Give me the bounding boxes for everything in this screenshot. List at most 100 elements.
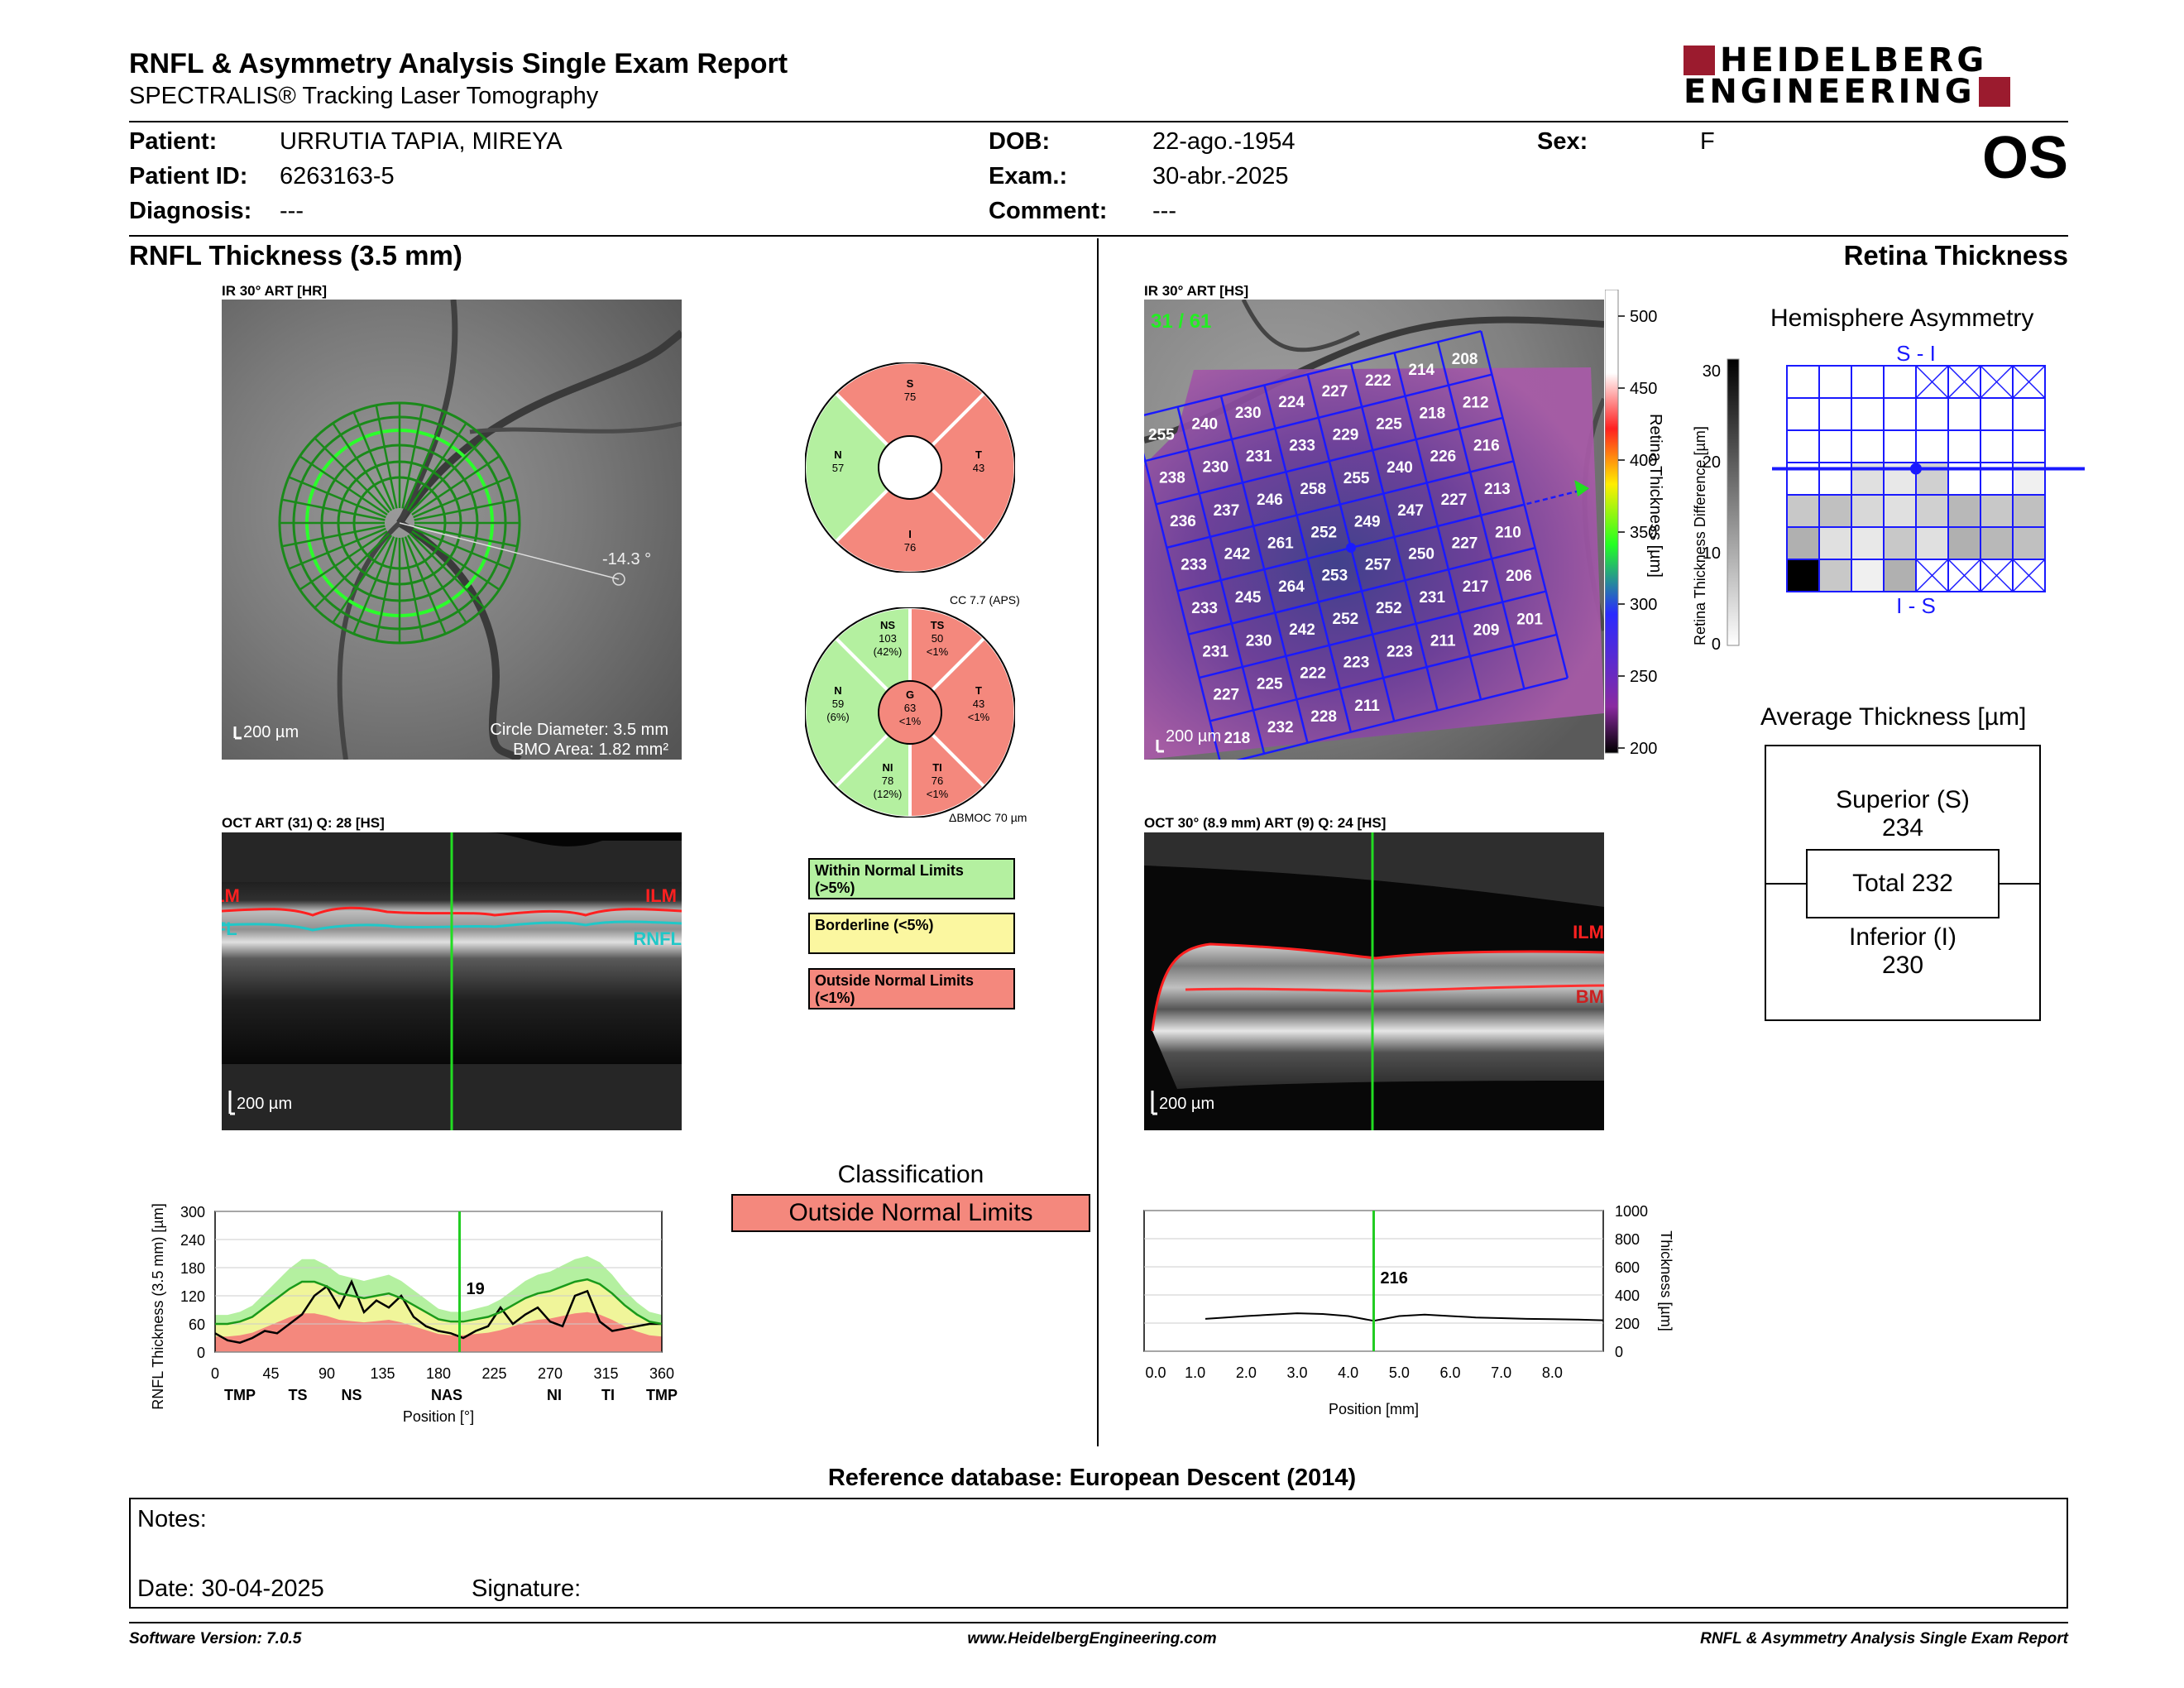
asymmetry-cell	[1947, 494, 1981, 528]
asymmetry-cell	[1818, 559, 1852, 592]
asymmetry-cell	[1786, 494, 1820, 528]
average-box: Superior (S) 234 Total 232 Inferior (I) …	[1765, 745, 2041, 1021]
asymmetry-cell	[1818, 365, 1852, 399]
grid-cell-value: 257	[1365, 557, 1391, 574]
rnfl-series-patient	[214, 1278, 662, 1344]
grid-cell-value: 214	[1408, 362, 1434, 379]
eye-indicator: OS	[1981, 125, 2068, 191]
bmo-area-label: BMO Area: 1.82 mm²	[513, 741, 668, 759]
asymmetry-cell	[1851, 494, 1885, 528]
asymmetry-cell	[1786, 365, 1820, 399]
retina-xtick: 3.0	[1286, 1364, 1307, 1381]
map-grid-line	[1235, 677, 1569, 760]
retina-xtick: 5.0	[1389, 1364, 1410, 1381]
oct-left-rnfl-label: RNFL	[633, 928, 682, 949]
asymmetry-cell	[1818, 429, 1852, 463]
ir-angle-label: -14.3 °	[602, 550, 651, 568]
ir-fundus-image-left[interactable]: -14.3 ° 200 µm Circle Diameter: 3.5 mm B…	[222, 300, 682, 760]
grid-cell-value: 261	[1267, 535, 1294, 552]
g-g-label: G	[906, 688, 914, 701]
asymmetry-cell-x	[2012, 559, 2046, 592]
grid-cell-value: 209	[1473, 621, 1500, 639]
dob-value: 22-ago.-1954	[1152, 128, 1296, 155]
grid-cell-value: 231	[1419, 589, 1445, 607]
grid-cell-value: 217	[1463, 578, 1489, 596]
asymmetry-cell	[1818, 526, 1852, 560]
date-label: Date: 30-04-2025	[137, 1575, 324, 1602]
oct-scan-right[interactable]: ILM BM 200 µm	[1144, 832, 1604, 1130]
sex-label: Sex:	[1537, 128, 1588, 155]
asymmetry-cell	[1980, 397, 2014, 431]
scan-arrow-icon	[1574, 480, 1590, 497]
rnfl-chart-svg: 0 60 120 180 240 300 0 45 90 135 180 225 270 315 360 TM…	[150, 1203, 678, 1425]
scan-counter: 31 / 61	[1151, 310, 1211, 333]
colorbar-tick: 450	[1630, 380, 1657, 398]
grid-cell-value: 252	[1333, 611, 1359, 628]
hemisphere-title: Hemisphere Asymmetry	[1770, 305, 2034, 332]
rnfl-sector-label: TMP	[646, 1387, 678, 1403]
website-link[interactable]: www.HeidelbergEngineering.com	[967, 1630, 1217, 1647]
asymmetry-cell	[1980, 494, 2014, 528]
map-grid-line	[1144, 329, 1482, 417]
sector-s-value: 75	[904, 391, 916, 403]
dob-label: DOB:	[989, 128, 1051, 155]
oct-scan-left[interactable]: ILM RNFL ILM RNFL 200 µm	[222, 832, 682, 1130]
rnfl-ytick: 180	[180, 1260, 205, 1277]
asymmetry-cell	[1980, 429, 2014, 463]
cc-label: CC 7.7 (APS)	[950, 593, 1020, 607]
grid-cell-value: 229	[1333, 426, 1359, 444]
rnfl-sector-label: NAS	[431, 1387, 462, 1403]
legend-outside: Outside Normal Limits (<1%)	[808, 968, 1015, 1009]
retina-ytick: 800	[1615, 1231, 1640, 1248]
grid-cell-value: 233	[1191, 600, 1218, 617]
logo-square-icon-2	[1978, 77, 2010, 107]
asymmetry-tick: 30	[1703, 362, 1721, 381]
sex-value: F	[1700, 128, 1715, 155]
diagnosis-value: ---	[280, 198, 304, 224]
ir-right-scale: 200 µm	[1166, 727, 1221, 746]
ir-left-label: IR 30° ART [HR]	[222, 283, 328, 299]
map-grid-line	[1393, 352, 1482, 700]
map-grid-line	[1188, 546, 1535, 635]
asymmetry-cell	[1883, 559, 1917, 592]
report-title: RNFL & Asymmetry Analysis Single Exam Re…	[129, 48, 788, 79]
oct-left-ilm-label: ILM	[645, 885, 677, 906]
asymmetry-cell	[2012, 397, 2046, 431]
asymmetry-cell	[1851, 526, 1885, 560]
map-grid-line	[1480, 330, 1569, 679]
grid-cell-value: 222	[1365, 372, 1391, 390]
ir-fundus-image-right[interactable]: 255 240 230 224 227 222 214 208 238 230 231 233 229 2…	[1144, 300, 1604, 760]
oct-left-svg: ILM RNFL ILM RNFL 200 µm	[222, 832, 682, 1130]
asymmetry-cell	[1786, 429, 1820, 463]
rnfl-ytick: 240	[180, 1232, 205, 1249]
asymmetry-cell	[1883, 365, 1917, 399]
retina-xtick: 8.0	[1542, 1364, 1563, 1381]
rnfl-section-title: RNFL Thickness (3.5 mm)	[129, 240, 462, 271]
asymmetry-cell	[1851, 559, 1885, 592]
software-version: Software Version: 7.0.5	[129, 1630, 302, 1647]
scan-direction-line	[1502, 487, 1590, 511]
rnfl-xlabel: Position [°]	[403, 1408, 474, 1425]
grid-cell-value: 210	[1495, 524, 1521, 541]
g-t-pct: <1%	[968, 711, 990, 723]
patient-id-label: Patient ID:	[129, 163, 248, 189]
asymmetry-cell	[1851, 397, 1885, 431]
grid-cell-value: 212	[1463, 394, 1489, 411]
rnfl-xtick: 90	[318, 1365, 335, 1382]
grid-cell-value: 247	[1397, 502, 1424, 520]
sector-i-label: I	[908, 528, 912, 540]
notes-box[interactable]: Notes: Date: 30-04-2025 Signature:	[129, 1498, 2068, 1609]
grid-cell-value: 230	[1235, 405, 1262, 422]
hemisphere-ylabel: Retina Thickness Difference [µm]	[1692, 426, 1708, 645]
asymmetry-cell-x	[2012, 365, 2046, 399]
average-superior-label: Superior (S)	[1836, 786, 1970, 813]
asymmetry-cell-x	[1980, 365, 2014, 399]
colorbar-tick: 200	[1630, 740, 1657, 758]
grid-cell-value: 218	[1224, 730, 1250, 747]
hemisphere-top-label: S - I	[1896, 341, 1936, 366]
rnfl-ytick: 300	[180, 1204, 205, 1220]
heidelberg-logo: HEIDELBERG ENGINEERING	[1684, 44, 2068, 108]
asymmetry-cell-x	[1915, 559, 1949, 592]
g-n-label: N	[834, 684, 841, 697]
exam-value: 30-abr.-2025	[1152, 163, 1289, 189]
